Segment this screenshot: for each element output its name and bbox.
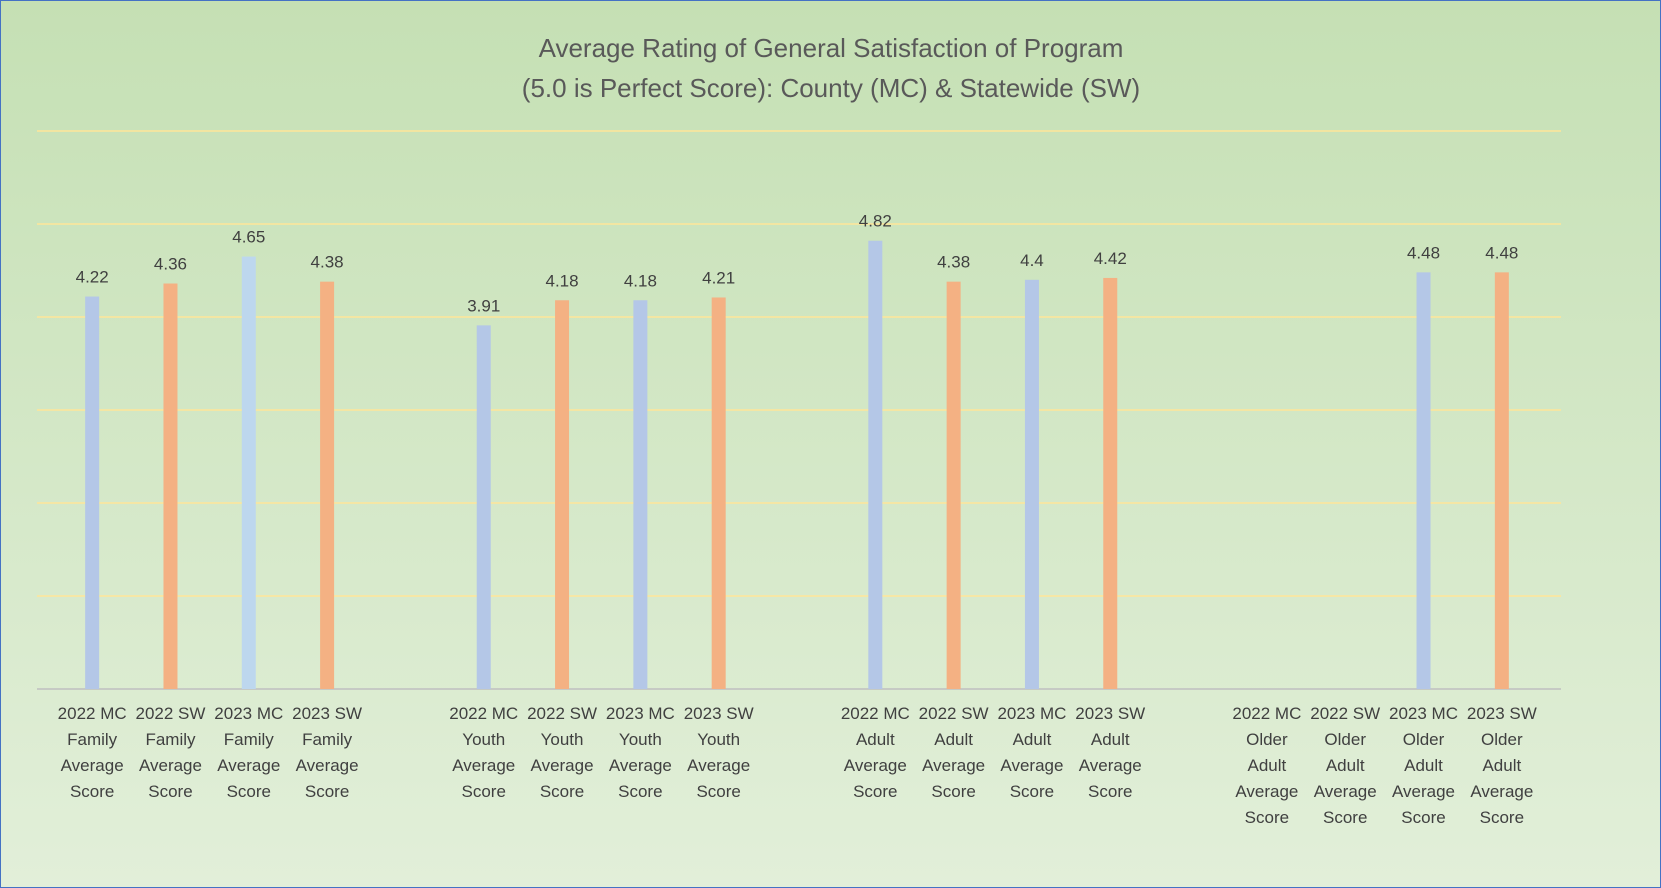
bar	[163, 283, 178, 689]
x-tick-label: 2023 MC Family Average Score	[214, 704, 284, 801]
bar	[1103, 277, 1118, 689]
chart-title: (5.0 is Perfect Score): County (MC) & St…	[522, 73, 1140, 103]
bar	[85, 296, 100, 689]
x-tick-label: 2022 SW Family Average Score	[135, 704, 206, 801]
data-label: 4.38	[937, 253, 970, 272]
bar	[633, 300, 648, 689]
x-tick-label: 2023 SW Older Adult Average Score	[1466, 704, 1537, 827]
x-tick-label: 2022 SW Older Adult Average Score	[1310, 704, 1381, 827]
x-tick-label: 2023 SW Family Average Score	[292, 704, 363, 801]
x-tick-label: 2023 MC Adult Average Score	[997, 704, 1067, 801]
data-label: 4.21	[702, 268, 735, 287]
data-label: 4.36	[154, 255, 187, 274]
data-label: 4.42	[1094, 249, 1127, 268]
bar	[320, 281, 335, 689]
x-tick-label: 2022 MC Family Average Score	[57, 704, 127, 801]
data-label: 3.91	[467, 296, 500, 315]
data-label: 4.18	[624, 271, 657, 290]
x-tick-label: 2022 SW Youth Average Score	[527, 704, 598, 801]
data-label: 4.18	[546, 271, 579, 290]
bar	[1494, 272, 1509, 689]
x-tick-label: 2022 MC Adult Average Score	[840, 704, 910, 801]
x-tick-label: 2023 MC Older Adult Average Score	[1389, 704, 1458, 827]
bar	[946, 281, 961, 689]
x-tick-label: 2022 MC Youth Average Score	[449, 704, 519, 801]
x-tick-label: 2023 MC Youth Average Score	[605, 704, 675, 801]
data-label: 4.48	[1407, 243, 1440, 262]
x-tick-label: 2023 SW Adult Average Score	[1075, 704, 1146, 801]
data-label: 4.82	[859, 212, 892, 231]
bar	[555, 300, 570, 689]
data-label: 4.22	[76, 268, 109, 287]
x-tick-label: 2022 MC Older Adult Average Score	[1232, 704, 1302, 827]
x-tick-label: 2022 SW Adult Average Score	[918, 704, 989, 801]
bar	[1024, 279, 1039, 689]
x-tick-label: 2023 SW Youth Average Score	[683, 704, 754, 801]
bar	[868, 240, 883, 690]
bar	[476, 325, 491, 689]
bar	[1416, 272, 1431, 689]
chart-title: Average Rating of General Satisfaction o…	[539, 33, 1124, 63]
data-label: 4.4	[1020, 251, 1044, 270]
data-label: 4.48	[1485, 243, 1518, 262]
data-label: 4.65	[232, 228, 265, 247]
bar	[711, 297, 726, 689]
data-label: 4.38	[311, 253, 344, 272]
bar	[241, 256, 256, 689]
